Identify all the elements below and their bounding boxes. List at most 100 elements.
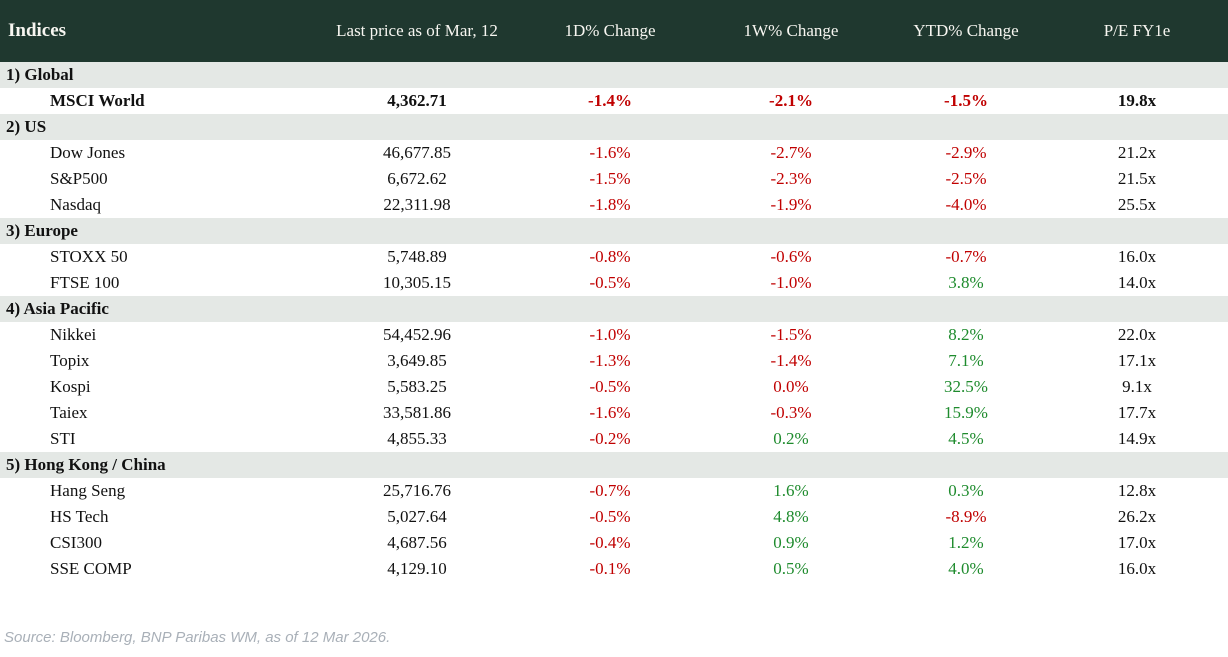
change-ytd-cell: -2.9%	[945, 143, 987, 162]
index-row: MSCI World 4,362.71 -1.4% -2.1% -1.5% 19.8x	[0, 88, 1228, 114]
column-header-pe-fy1e: P/E FY1e	[1103, 21, 1171, 40]
change-1d-cell: -0.7%	[589, 481, 631, 500]
index-row: STOXX 50 5,748.89 -0.8% -0.6% -0.7% 16.0x	[0, 244, 1228, 270]
change-1w-cell: -2.1%	[769, 91, 813, 110]
change-ytd-cell: 3.8%	[948, 273, 984, 292]
change-1w-cell: -1.0%	[770, 273, 812, 292]
source-note: Source: Bloomberg, BNP Paribas WM, as of…	[4, 629, 391, 646]
section-row: 5) Hong Kong / China	[0, 452, 1228, 478]
pe-cell: 14.9x	[1117, 429, 1157, 448]
table-header-row: Indices Last price as of Mar, 12 1D% Cha…	[0, 0, 1228, 62]
pe-cell: 17.0x	[1117, 533, 1157, 552]
change-ytd-cell: 15.9%	[944, 403, 988, 422]
last-price-cell: 4,687.56	[387, 533, 447, 552]
pe-cell: 12.8x	[1117, 481, 1157, 500]
pe-cell: 26.2x	[1117, 507, 1157, 526]
index-name-cell: MSCI World	[50, 91, 145, 110]
index-name-cell: Topix	[50, 351, 90, 370]
pe-cell: 9.1x	[1122, 377, 1152, 396]
index-name-cell: Taiex	[50, 403, 88, 422]
index-name-cell: Nikkei	[50, 325, 97, 344]
last-price-cell: 4,362.71	[387, 91, 447, 110]
change-ytd-cell: 4.0%	[948, 559, 984, 578]
change-ytd-cell: -2.5%	[945, 169, 987, 188]
last-price-cell: 54,452.96	[383, 325, 451, 344]
index-row: Topix 3,649.85 -1.3% -1.4% 7.1% 17.1x	[0, 348, 1228, 374]
index-row: CSI300 4,687.56 -0.4% 0.9% 1.2% 17.0x	[0, 530, 1228, 556]
section-row: 2) US	[0, 114, 1228, 140]
index-name-cell: CSI300	[50, 533, 102, 552]
section-row: 3) Europe	[0, 218, 1228, 244]
index-row: FTSE 100 10,305.15 -0.5% -1.0% 3.8% 14.0x	[0, 270, 1228, 296]
index-row: STI 4,855.33 -0.2% 0.2% 4.5% 14.9x	[0, 426, 1228, 452]
table-body: 1) Global MSCI World 4,362.71 -1.4% -2.1% -1.…	[0, 62, 1228, 582]
change-1w-cell: 1.6%	[773, 481, 809, 500]
index-row: Kospi 5,583.25 -0.5% 0.0% 32.5% 9.1x	[0, 374, 1228, 400]
index-row: Nasdaq 22,311.98 -1.8% -1.9% -4.0% 25.5x	[0, 192, 1228, 218]
change-ytd-cell: 4.5%	[948, 429, 984, 448]
column-header-1w-change: 1W% Change	[743, 21, 839, 40]
change-1w-cell: -1.4%	[770, 351, 812, 370]
last-price-cell: 4,129.10	[387, 559, 447, 578]
change-ytd-cell: 1.2%	[948, 533, 984, 552]
index-row: Taiex 33,581.86 -1.6% -0.3% 15.9% 17.7x	[0, 400, 1228, 426]
change-1w-cell: -2.3%	[770, 169, 812, 188]
index-name-cell: Dow Jones	[50, 143, 126, 162]
index-name-cell: Hang Seng	[50, 481, 126, 500]
change-1d-cell: -0.5%	[589, 377, 631, 396]
change-1d-cell: -0.1%	[589, 559, 631, 578]
change-ytd-cell: -0.7%	[945, 247, 987, 266]
change-ytd-cell: -4.0%	[945, 195, 987, 214]
indices-table: Indices Last price as of Mar, 12 1D% Cha…	[0, 0, 1228, 582]
change-1w-cell: -1.9%	[770, 195, 812, 214]
change-1w-cell: 0.2%	[773, 429, 809, 448]
index-name-cell: SSE COMP	[50, 559, 132, 578]
index-name-cell: STI	[50, 429, 76, 448]
change-1d-cell: -0.8%	[589, 247, 631, 266]
index-name-cell: FTSE 100	[50, 273, 120, 292]
last-price-cell: 25,716.76	[383, 481, 451, 500]
pe-cell: 17.1x	[1117, 351, 1157, 370]
change-ytd-cell: -8.9%	[945, 507, 987, 526]
pe-cell: 16.0x	[1117, 559, 1157, 578]
index-name-cell: Nasdaq	[50, 195, 101, 214]
index-name-cell: STOXX 50	[50, 247, 128, 266]
index-row: S&P500 6,672.62 -1.5% -2.3% -2.5% 21.5x	[0, 166, 1228, 192]
change-ytd-cell: 0.3%	[948, 481, 984, 500]
last-price-cell: 33,581.86	[383, 403, 451, 422]
last-price-cell: 22,311.98	[383, 195, 451, 214]
change-1d-cell: -1.4%	[588, 91, 632, 110]
last-price-cell: 10,305.15	[383, 273, 451, 292]
change-1d-cell: -1.8%	[589, 195, 631, 214]
change-1w-cell: 0.0%	[773, 377, 809, 396]
change-1d-cell: -1.0%	[589, 325, 631, 344]
change-ytd-cell: 8.2%	[948, 325, 984, 344]
pe-cell: 19.8x	[1117, 91, 1157, 110]
index-row: Hang Seng 25,716.76 -0.7% 1.6% 0.3% 12.8x	[0, 478, 1228, 504]
change-1d-cell: -1.6%	[589, 143, 631, 162]
index-row: Nikkei 54,452.96 -1.0% -1.5% 8.2% 22.0x	[0, 322, 1228, 348]
change-1w-cell: 0.5%	[773, 559, 809, 578]
change-ytd-cell: 7.1%	[948, 351, 984, 370]
change-1d-cell: -0.5%	[589, 507, 631, 526]
change-1d-cell: -1.5%	[589, 169, 631, 188]
change-1d-cell: -1.3%	[589, 351, 631, 370]
change-1w-cell: -0.6%	[770, 247, 812, 266]
last-price-cell: 4,855.33	[387, 429, 447, 448]
section-row: 4) Asia Pacific	[0, 296, 1228, 322]
pe-cell: 16.0x	[1117, 247, 1157, 266]
last-price-cell: 46,677.85	[383, 143, 451, 162]
index-row: HS Tech 5,027.64 -0.5% 4.8% -8.9% 26.2x	[0, 504, 1228, 530]
change-1d-cell: -0.2%	[589, 429, 631, 448]
pe-cell: 14.0x	[1117, 273, 1157, 292]
index-name-cell: Kospi	[50, 377, 91, 396]
column-header-1d-change: 1D% Change	[564, 21, 656, 40]
change-1w-cell: -2.7%	[770, 143, 812, 162]
index-name-cell: HS Tech	[50, 507, 109, 526]
table-title-indices: Indices	[8, 20, 67, 41]
pe-cell: 17.7x	[1117, 403, 1157, 422]
last-price-cell: 3,649.85	[387, 351, 447, 370]
last-price-cell: 5,583.25	[387, 377, 447, 396]
change-1w-cell: -0.3%	[770, 403, 812, 422]
